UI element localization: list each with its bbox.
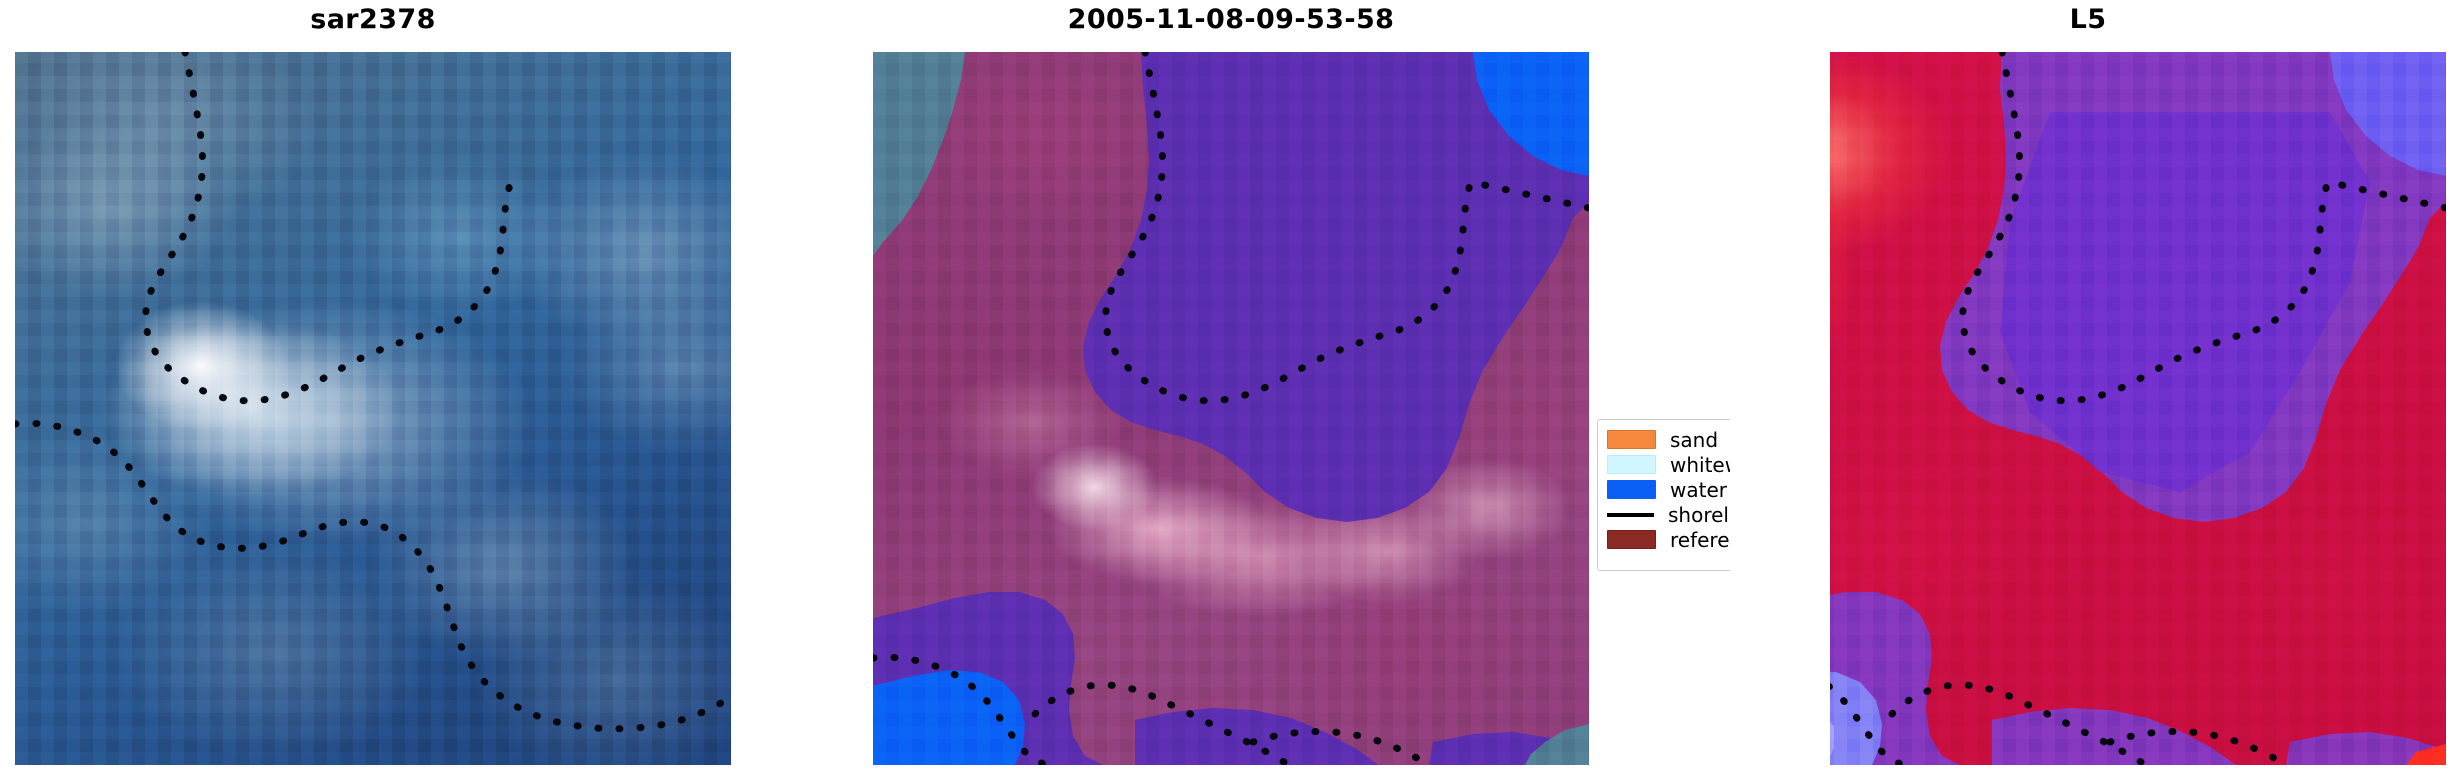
- panel-title-l5: L5: [2069, 4, 2107, 35]
- legend-clip-mask: [1730, 0, 1830, 783]
- whitewater-swatch: [1607, 455, 1656, 474]
- water-swatch: [1607, 480, 1656, 499]
- legend-item-sand: sand: [1607, 427, 1792, 452]
- sar-pixel-texture: [15, 52, 731, 765]
- legend-label-sand: sand: [1670, 427, 1719, 452]
- classified-pixel-texture: [873, 52, 1589, 765]
- legend-item-water: water: [1607, 477, 1792, 502]
- panel-l5-image[interactable]: [1730, 52, 2446, 765]
- panel-sar-image[interactable]: [15, 52, 731, 765]
- panel-title-sar: sar2378: [310, 4, 436, 35]
- panel-classified-image[interactable]: [873, 52, 1589, 765]
- shoreline-line-marker: [1607, 512, 1654, 517]
- reference-shoreline-swatch: [1607, 530, 1656, 549]
- panel-title-classified: 2005-11-08-09-53-58: [1067, 4, 1395, 35]
- sand-swatch: [1607, 430, 1656, 449]
- legend-label-water: water: [1670, 477, 1727, 502]
- l5-pixel-texture: [1730, 52, 2446, 765]
